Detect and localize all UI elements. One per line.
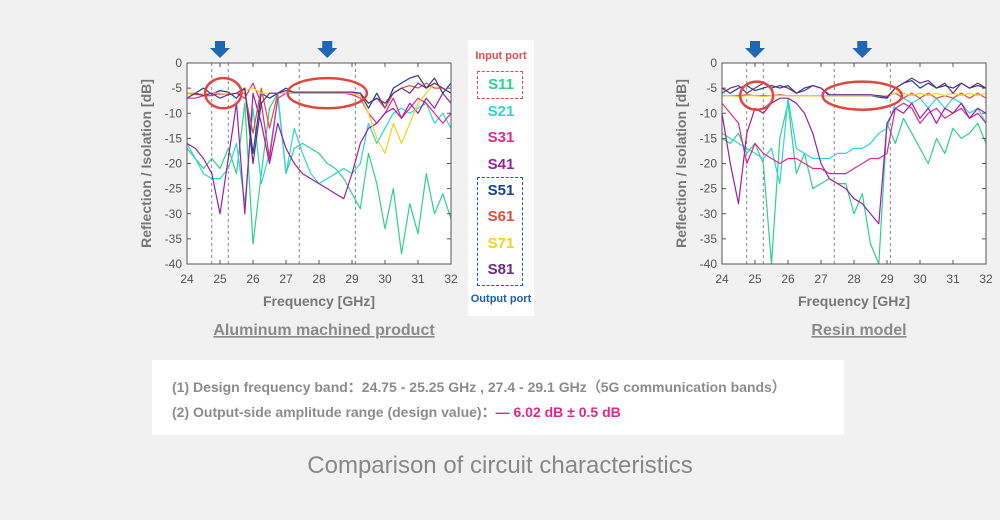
y-tick-label: 0 <box>710 56 717 70</box>
x-tick-label: 28 <box>312 272 326 286</box>
y-tick-label: -10 <box>700 106 718 120</box>
legend-output-box <box>477 177 523 286</box>
x-tick-label: 26 <box>246 272 260 286</box>
legend-item-s11: S11 <box>488 76 514 93</box>
x-tick-label: 32 <box>979 272 993 286</box>
y-tick-label: -15 <box>700 131 718 145</box>
right-chart: 24 25 26 27 28 29 30 31 32 0 -5 -10 -15 -20 -25 -30 -35 -… <box>673 41 993 339</box>
down-arrow-icon <box>317 41 338 58</box>
note-design-band: (1) Design frequency band：24.75 - 25.25 … <box>172 379 786 395</box>
y-tick-label: -5 <box>171 81 182 95</box>
x-tick-label: 26 <box>781 272 795 286</box>
note-amplitude-range: (2) Output-side amplitude range (design … <box>172 402 621 422</box>
series-line-s41 <box>187 92 451 215</box>
legend-input-header: Input port <box>475 50 527 62</box>
y-tick-label: -40 <box>700 257 718 271</box>
series-line-s41 <box>722 97 986 225</box>
x-tick-label: 25 <box>213 272 227 286</box>
notes-panel: (1) Design frequency band：24.75 - 25.25 … <box>152 360 844 435</box>
y-tick-label: -15 <box>165 131 183 145</box>
x-tick-label: 31 <box>411 272 425 286</box>
y-tick-label: 0 <box>175 56 182 70</box>
x-tick-label: 29 <box>345 272 359 286</box>
x-tick-label: 31 <box>946 272 960 286</box>
series-line-s81 <box>187 82 451 165</box>
legend-output-footer: Output port <box>470 293 532 305</box>
left-chart: 24 25 26 27 28 29 30 31 32 0 -5 -10 -15 -20 -25 -30 -35 -… <box>138 41 458 339</box>
y-tick-label: -30 <box>165 207 183 221</box>
x-axis-label: Frequency [GHz] <box>798 293 910 309</box>
series-line-s71 <box>722 92 986 98</box>
x-tick-label: 30 <box>913 272 927 286</box>
legend-item-s51: S51 <box>487 182 515 199</box>
legend-item-s21: S21 <box>487 103 515 120</box>
y-tick-label: -25 <box>165 182 183 196</box>
y-tick-label: -10 <box>165 106 183 120</box>
x-axis-label: Frequency [GHz] <box>263 293 375 309</box>
highlight-ellipse <box>286 76 369 110</box>
down-arrow-icon <box>852 41 873 58</box>
x-tick-label: 28 <box>847 272 861 286</box>
legend-item-s31: S31 <box>487 129 515 146</box>
note-amplitude-label: (2) Output-side amplitude range (design … <box>172 404 496 420</box>
legend-item-s81: S81 <box>487 261 515 278</box>
y-tick-label: -25 <box>700 182 718 196</box>
series-line-s11 <box>722 102 986 264</box>
y-axis-label: Reflection / Isolation [dB] <box>138 79 154 248</box>
highlight-ellipse <box>821 80 904 111</box>
y-tick-label: -20 <box>165 157 183 171</box>
x-tick-label: 25 <box>748 272 762 286</box>
series-line-s31 <box>722 102 986 175</box>
x-tick-label: 27 <box>279 272 293 286</box>
chart-title: Resin model <box>811 322 906 339</box>
y-tick-label: -35 <box>165 232 183 246</box>
plot-area <box>187 63 451 264</box>
y-tick-label: -20 <box>700 157 718 171</box>
y-tick-label: -35 <box>700 232 718 246</box>
legend-item-s61: S61 <box>487 208 515 225</box>
chart-title: Aluminum machined product <box>213 322 435 339</box>
series-line-s11 <box>187 92 451 255</box>
highlight-ellipse <box>738 80 775 111</box>
x-tick-label: 27 <box>814 272 828 286</box>
legend-input-box <box>477 71 523 99</box>
down-arrow-icon <box>210 41 230 58</box>
down-arrow-icon <box>745 41 765 58</box>
plot-area <box>722 63 986 264</box>
x-tick-label: 24 <box>715 272 729 286</box>
x-tick-label: 24 <box>180 272 194 286</box>
x-tick-label: 29 <box>880 272 894 286</box>
legend-panel: Input port S11 S21 S31 S41 S51 S61 S71 S… <box>468 40 534 316</box>
series-group <box>187 74 451 255</box>
note-amplitude-value: — 6.02 dB ± 0.5 dB <box>495 404 621 420</box>
y-tick-label: -40 <box>165 257 183 271</box>
legend-item-s71: S71 <box>487 235 515 252</box>
x-tick-label: 30 <box>378 272 392 286</box>
highlight-ellipse <box>203 76 243 110</box>
page-caption: Comparison of circuit characteristics <box>307 452 693 479</box>
y-tick-label: -30 <box>700 207 718 221</box>
legend-item-s41: S41 <box>487 156 515 173</box>
x-tick-label: 32 <box>444 272 458 286</box>
y-axis-label: Reflection / Isolation [dB] <box>673 79 689 248</box>
y-tick-label: -5 <box>706 81 717 95</box>
